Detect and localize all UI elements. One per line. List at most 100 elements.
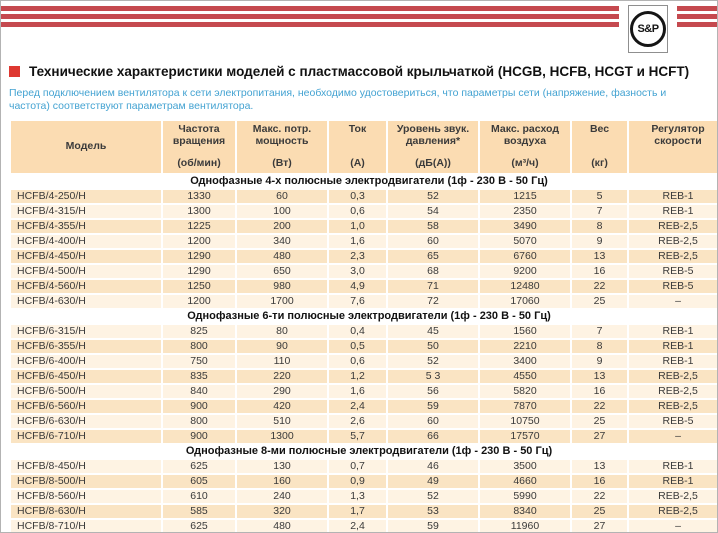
logo-area: S&P — [619, 3, 677, 55]
value-cell: 1700 — [237, 295, 327, 308]
value-cell: 1215 — [480, 190, 570, 203]
value-cell: 5070 — [480, 235, 570, 248]
value-cell: 27 — [572, 430, 627, 443]
value-cell: 160 — [237, 475, 327, 488]
value-cell: 2,4 — [329, 400, 386, 413]
value-cell: 58 — [388, 220, 478, 233]
value-cell: 52 — [388, 355, 478, 368]
value-cell: 1330 — [163, 190, 235, 203]
section-title-row: Однофазные 6-ти полюсные электродвигател… — [11, 310, 717, 323]
column-header-1: Частота вращения (об/мин) — [163, 121, 235, 173]
top-stripes — [1, 6, 717, 27]
value-cell: 5990 — [480, 490, 570, 503]
model-cell: HCFB/6-450/H — [11, 370, 161, 383]
value-cell: 510 — [237, 415, 327, 428]
value-cell: 56 — [388, 385, 478, 398]
value-cell: 0,3 — [329, 190, 386, 203]
section-title-row: Однофазные 4-х полюсные электродвигатели… — [11, 175, 717, 188]
value-cell: 420 — [237, 400, 327, 413]
value-cell: 610 — [163, 490, 235, 503]
value-cell: 59 — [388, 400, 478, 413]
table-row: HCFB/6-560/H 900 420 2,4 59 7870 22 REB-2,5 — [11, 400, 717, 413]
table-row: HCFB/4-560/H 1250 980 4,9 71 12480 22 REB-5 — [11, 280, 717, 293]
value-cell: 605 — [163, 475, 235, 488]
model-cell: HCFB/8-500/H — [11, 475, 161, 488]
value-cell: 6760 — [480, 250, 570, 263]
value-cell: 3500 — [480, 460, 570, 473]
model-cell: HCFB/8-710/H — [11, 520, 161, 532]
page-title: Технические характеристики моделей с пла… — [29, 64, 690, 79]
value-cell: 68 — [388, 265, 478, 278]
value-cell: 11960 — [480, 520, 570, 532]
value-cell: 0,9 — [329, 475, 386, 488]
value-cell: 340 — [237, 235, 327, 248]
value-cell: 60 — [237, 190, 327, 203]
value-cell: REB-1 — [629, 325, 717, 338]
value-cell: 1,3 — [329, 490, 386, 503]
table-row: HCFB/4-315/H 1300 100 0,6 54 2350 7 REB-1 — [11, 205, 717, 218]
value-cell: 900 — [163, 400, 235, 413]
model-cell: HCFB/4-355/H — [11, 220, 161, 233]
value-cell: 4,9 — [329, 280, 386, 293]
sp-logo-text: S&P — [637, 23, 659, 35]
value-cell: – — [629, 430, 717, 443]
value-cell: REB-2,5 — [629, 220, 717, 233]
value-cell: 59 — [388, 520, 478, 532]
warning-note: Перед подключением вентилятора к сети эл… — [9, 87, 667, 112]
value-cell: REB-2,5 — [629, 490, 717, 503]
value-cell: 71 — [388, 280, 478, 293]
column-header-7: Регулятор скорости — [629, 121, 717, 173]
value-cell: 50 — [388, 340, 478, 353]
value-cell: 3400 — [480, 355, 570, 368]
model-cell: HCFB/6-500/H — [11, 385, 161, 398]
table-row: HCFB/8-560/H 610 240 1,3 52 5990 22 REB-2,5 — [11, 490, 717, 503]
model-cell: HCFB/4-500/H — [11, 265, 161, 278]
table-row: HCFB/6-630/H 800 510 2,6 60 10750 25 REB-5 — [11, 415, 717, 428]
value-cell: 8 — [572, 220, 627, 233]
spec-table: Модель Частота вращения (об/мин) Макс. потр… — [9, 119, 717, 532]
value-cell: 220 — [237, 370, 327, 383]
value-cell: REB-1 — [629, 355, 717, 368]
column-header-2: Макс. потр. мощность (Вт) — [237, 121, 327, 173]
column-header-5: Макс. расход воздуха (м³/ч) — [480, 121, 570, 173]
value-cell: 2,4 — [329, 520, 386, 532]
model-cell: HCFB/4-250/H — [11, 190, 161, 203]
value-cell: 9 — [572, 355, 627, 368]
table-row: HCFB/6-315/H 825 80 0,4 45 1560 7 REB-1 — [11, 325, 717, 338]
value-cell: 980 — [237, 280, 327, 293]
value-cell: 16 — [572, 385, 627, 398]
value-cell: 1300 — [163, 205, 235, 218]
value-cell: 7870 — [480, 400, 570, 413]
value-cell: 1225 — [163, 220, 235, 233]
table-row: HCFB/6-400/H 750 110 0,6 52 3400 9 REB-1 — [11, 355, 717, 368]
value-cell: REB-2,5 — [629, 370, 717, 383]
value-cell: 0,7 — [329, 460, 386, 473]
value-cell: 22 — [572, 490, 627, 503]
value-cell: 480 — [237, 520, 327, 532]
model-cell: HCFB/6-355/H — [11, 340, 161, 353]
value-cell: 1290 — [163, 265, 235, 278]
value-cell: 240 — [237, 490, 327, 503]
value-cell: 1200 — [163, 295, 235, 308]
value-cell: 54 — [388, 205, 478, 218]
value-cell: 65 — [388, 250, 478, 263]
value-cell: REB-2,5 — [629, 250, 717, 263]
value-cell: 49 — [388, 475, 478, 488]
model-cell: HCFB/6-710/H — [11, 430, 161, 443]
table-header-row: Модель Частота вращения (об/мин) Макс. потр… — [11, 121, 717, 173]
value-cell: 2350 — [480, 205, 570, 218]
value-cell: 900 — [163, 430, 235, 443]
value-cell: REB-1 — [629, 460, 717, 473]
table-row: HCFB/4-355/H 1225 200 1,0 58 3490 8 REB-2,5 — [11, 220, 717, 233]
value-cell: 8340 — [480, 505, 570, 518]
value-cell: 52 — [388, 490, 478, 503]
value-cell: 7 — [572, 205, 627, 218]
value-cell: 27 — [572, 520, 627, 532]
value-cell: 0,6 — [329, 205, 386, 218]
value-cell: 1,0 — [329, 220, 386, 233]
value-cell: 2,3 — [329, 250, 386, 263]
value-cell: 2,6 — [329, 415, 386, 428]
model-cell: HCFB/4-315/H — [11, 205, 161, 218]
value-cell: REB-2,5 — [629, 235, 717, 248]
